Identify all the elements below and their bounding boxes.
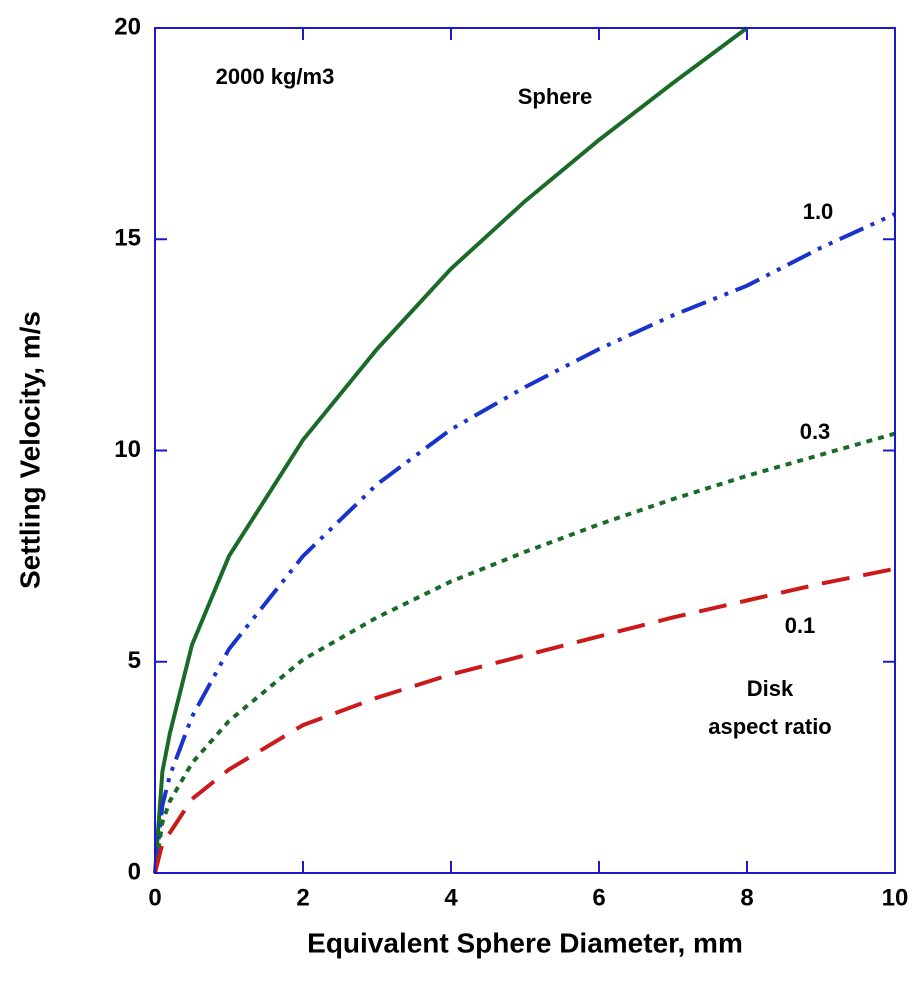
series-label: Sphere	[518, 84, 593, 109]
y-tick-label: 0	[128, 858, 141, 885]
x-tick-label: 4	[444, 884, 458, 911]
series-line	[153, 431, 896, 874]
x-tick-label: 6	[592, 884, 605, 911]
y-tick-label: 10	[114, 436, 141, 463]
series-label: 1.0	[803, 199, 834, 224]
annotation: aspect ratio	[708, 714, 832, 739]
y-axis-title: Settling Velocity, m/s	[14, 311, 45, 589]
x-tick-label: 8	[740, 884, 753, 911]
x-tick-label: 10	[882, 884, 909, 911]
x-tick-label: 0	[148, 884, 161, 911]
y-tick-label: 15	[114, 225, 141, 252]
series-line	[153, 212, 896, 874]
plot-frame	[154, 27, 896, 874]
annotation: 2000 kg/m3	[216, 64, 335, 89]
y-tick-label: 5	[128, 647, 141, 674]
annotation: Disk	[747, 676, 794, 701]
x-tick-label: 2	[296, 884, 309, 911]
series-label: 0.3	[800, 419, 831, 444]
series-line	[153, 566, 896, 874]
series-label: 0.1	[785, 613, 816, 638]
x-axis-title: Equivalent Sphere Diameter, mm	[307, 927, 743, 958]
y-tick-label: 20	[114, 13, 141, 40]
series-line	[153, 26, 749, 874]
